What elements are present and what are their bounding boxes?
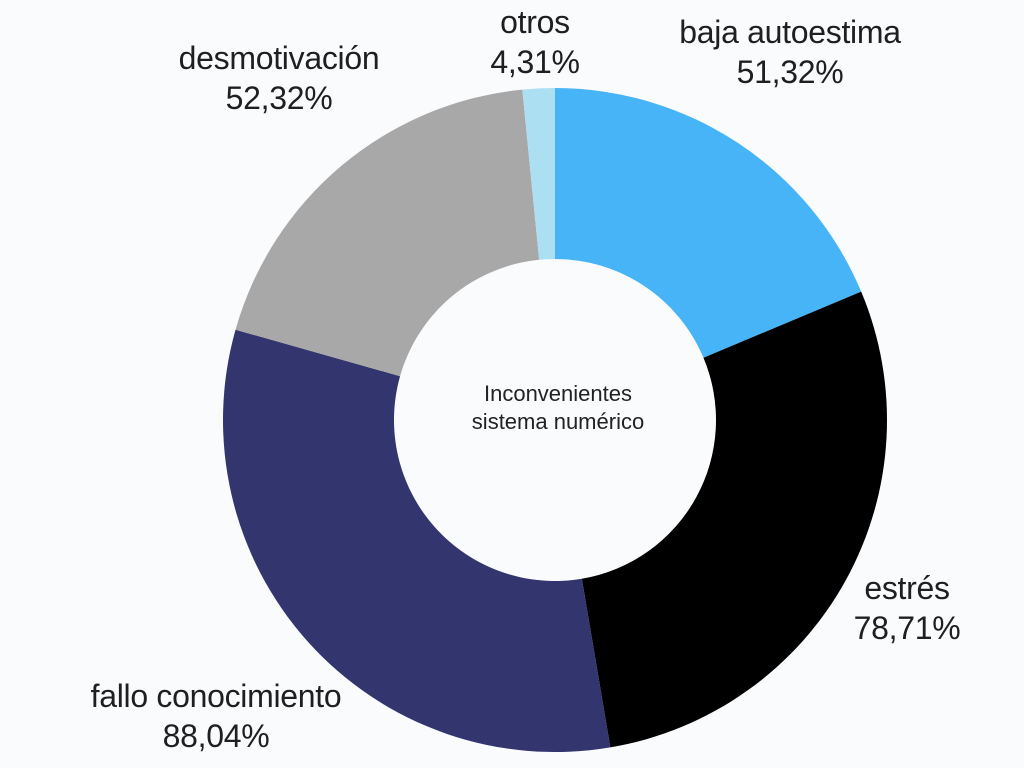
pie-slice-3[interactable] bbox=[223, 329, 611, 753]
slice-label-desmotivacion: desmotivación 52,32% bbox=[179, 38, 380, 118]
slice-percentage: 51,32% bbox=[736, 54, 844, 90]
slice-label-baja-autoestima: baja autoestima 51,32% bbox=[679, 12, 901, 92]
slice-percentage: 78,71% bbox=[853, 610, 961, 646]
slice-name: fallo conocimiento bbox=[90, 678, 342, 714]
slice-name: desmotivación bbox=[178, 40, 380, 76]
slice-percentage: 4,31% bbox=[490, 44, 580, 80]
pie-slice-4[interactable] bbox=[235, 89, 540, 377]
chart-center-title: Inconvenientes sistema numérico bbox=[472, 380, 644, 436]
slice-name: baja autoestima bbox=[679, 14, 901, 50]
pie-slice-5[interactable] bbox=[522, 88, 555, 260]
pie-slice-2[interactable] bbox=[581, 291, 887, 748]
slice-percentage: 88,04% bbox=[162, 718, 270, 754]
slice-name: otros bbox=[500, 4, 570, 40]
slice-label-estres: estrés 78,71% bbox=[854, 568, 961, 648]
slice-percentage: 52,32% bbox=[225, 80, 333, 116]
chart-center-title-line2: sistema numérico bbox=[471, 409, 645, 434]
chart-center-title-line1: Inconvenientes bbox=[483, 381, 632, 406]
slice-name: estrés bbox=[864, 570, 950, 606]
slice-label-fallo-conocimiento: fallo conocimiento 88,04% bbox=[91, 676, 342, 756]
pie-slice-1[interactable] bbox=[555, 88, 862, 358]
slice-label-otros: otros 4,31% bbox=[490, 2, 580, 82]
